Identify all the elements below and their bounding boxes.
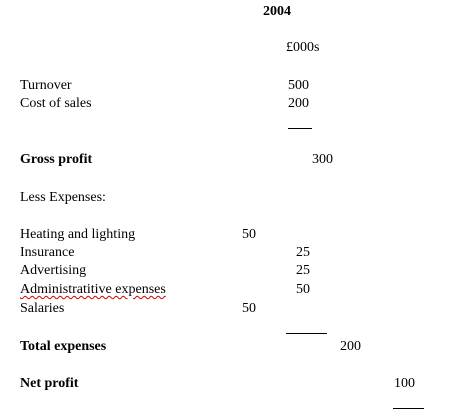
gross-profit-value: 300: [312, 152, 333, 167]
expense-label: Advertising: [20, 263, 87, 278]
net-profit-label: Net profit: [20, 376, 79, 391]
expense-label: Administratitive expenses: [20, 282, 166, 297]
expense-value: 25: [296, 263, 310, 278]
expense-label: Heating and lighting: [20, 227, 136, 242]
expense-value: 25: [296, 245, 310, 260]
year-heading: 2004: [263, 4, 291, 19]
turnover-label: Turnover: [20, 78, 72, 93]
expense-value: 50: [242, 227, 256, 242]
expense-label: Salaries: [20, 301, 65, 316]
less-expenses-label: Less Expenses:: [20, 190, 106, 205]
expense-value: 50: [242, 301, 256, 316]
expenses-rule: [286, 333, 327, 334]
subtotal-rule: [288, 128, 312, 129]
expense-label: Insurance: [20, 245, 75, 260]
total-expenses-value: 200: [340, 339, 361, 354]
total-expenses-label: Total expenses: [20, 339, 107, 354]
unit-heading: £000s: [286, 40, 320, 55]
gross-profit-label: Gross profit: [20, 152, 93, 167]
expense-value: 50: [296, 282, 310, 297]
cost-of-sales-label: Cost of sales: [20, 96, 92, 111]
net-profit-rule: [393, 408, 424, 409]
cost-of-sales-value: 200: [288, 96, 309, 111]
turnover-value: 500: [288, 78, 309, 93]
net-profit-value: 100: [394, 376, 415, 391]
